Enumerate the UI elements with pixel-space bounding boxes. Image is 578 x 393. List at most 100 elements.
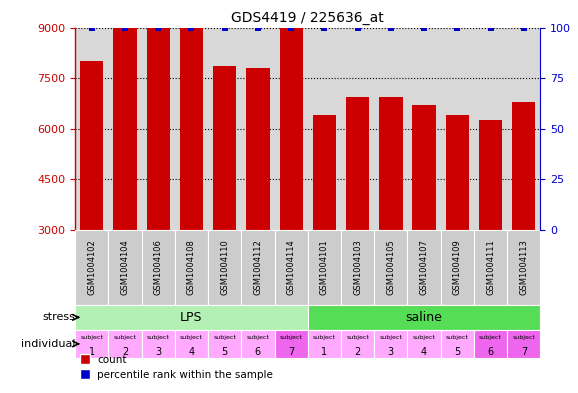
Bar [413, 105, 436, 230]
Text: 1: 1 [88, 347, 95, 356]
Text: GSM1004114: GSM1004114 [287, 239, 296, 295]
Text: GSM1004106: GSM1004106 [154, 239, 163, 295]
Bar [75, 305, 308, 330]
Text: 7: 7 [521, 347, 527, 356]
Bar [479, 120, 502, 230]
Text: subject: subject [246, 335, 269, 340]
Text: saline: saline [406, 311, 443, 324]
Title: GDS4419 / 225636_at: GDS4419 / 225636_at [231, 11, 384, 25]
Text: 3: 3 [388, 347, 394, 356]
Text: 5: 5 [221, 347, 228, 356]
Text: subject: subject [379, 335, 402, 340]
Text: 3: 3 [155, 347, 161, 356]
Bar [441, 230, 474, 305]
Bar [80, 61, 103, 230]
Bar [246, 68, 269, 230]
Point [220, 24, 229, 31]
Bar [275, 230, 308, 305]
Text: 2: 2 [122, 347, 128, 356]
Bar [109, 330, 142, 358]
Bar [507, 330, 540, 358]
Bar [175, 330, 208, 358]
Bar [180, 26, 203, 230]
Text: 4: 4 [421, 347, 427, 356]
Text: stress: stress [42, 312, 75, 322]
Text: GSM1004112: GSM1004112 [253, 239, 262, 295]
Point [519, 24, 528, 31]
Bar [441, 330, 474, 358]
Text: GSM1004101: GSM1004101 [320, 239, 329, 295]
Point [187, 24, 196, 31]
Point [320, 24, 329, 31]
Text: GSM1004111: GSM1004111 [486, 239, 495, 295]
Bar [308, 330, 341, 358]
Text: subject: subject [80, 335, 103, 340]
Bar [113, 21, 136, 230]
Point [287, 24, 296, 31]
Text: 6: 6 [255, 347, 261, 356]
Text: subject: subject [280, 335, 303, 340]
Text: LPS: LPS [180, 311, 203, 324]
Point [386, 24, 395, 31]
Bar [208, 230, 242, 305]
Bar [474, 330, 507, 358]
Text: GSM1004113: GSM1004113 [519, 239, 528, 295]
Bar [280, 2, 303, 230]
Bar [346, 97, 369, 230]
Bar [75, 230, 109, 305]
Bar [147, 0, 170, 230]
Bar [375, 330, 407, 358]
Text: GSM1004107: GSM1004107 [420, 239, 429, 295]
Text: individual: individual [21, 339, 75, 349]
Text: GSM1004104: GSM1004104 [120, 239, 129, 295]
Text: 4: 4 [188, 347, 195, 356]
Text: subject: subject [446, 335, 469, 340]
Text: GSM1004103: GSM1004103 [353, 239, 362, 295]
Text: 6: 6 [487, 347, 494, 356]
Bar [213, 66, 236, 230]
Bar [507, 230, 540, 305]
Text: subject: subject [213, 335, 236, 340]
Bar [446, 115, 469, 230]
Bar [407, 230, 441, 305]
Text: subject: subject [313, 335, 336, 340]
Bar [242, 230, 275, 305]
Bar [142, 230, 175, 305]
Bar [512, 102, 535, 230]
Text: GSM1004110: GSM1004110 [220, 239, 229, 295]
Text: 1: 1 [321, 347, 328, 356]
Text: GSM1004109: GSM1004109 [453, 239, 462, 295]
Text: 7: 7 [288, 347, 294, 356]
Bar [341, 330, 375, 358]
Text: subject: subject [413, 335, 436, 340]
Bar [379, 97, 402, 230]
Point [253, 24, 262, 31]
Bar [474, 230, 507, 305]
Text: subject: subject [512, 335, 535, 340]
Point [453, 24, 462, 31]
Bar [142, 330, 175, 358]
Text: subject: subject [479, 335, 502, 340]
Text: GSM1004102: GSM1004102 [87, 239, 97, 295]
Bar [313, 115, 336, 230]
Point [154, 24, 163, 31]
Text: 5: 5 [454, 347, 461, 356]
Bar [375, 230, 407, 305]
Text: 2: 2 [354, 347, 361, 356]
Bar [175, 230, 208, 305]
Text: subject: subject [147, 335, 170, 340]
Text: subject: subject [113, 335, 136, 340]
Point [486, 24, 495, 31]
Text: subject: subject [180, 335, 203, 340]
Point [353, 24, 362, 31]
Point [420, 24, 429, 31]
Point [120, 24, 129, 31]
Bar [308, 230, 341, 305]
Text: GSM1004108: GSM1004108 [187, 239, 196, 295]
Legend: count, percentile rank within the sample: count, percentile rank within the sample [80, 355, 273, 380]
Bar [308, 305, 540, 330]
Bar [208, 330, 242, 358]
Bar [109, 230, 142, 305]
Bar [341, 230, 375, 305]
Bar [75, 330, 109, 358]
